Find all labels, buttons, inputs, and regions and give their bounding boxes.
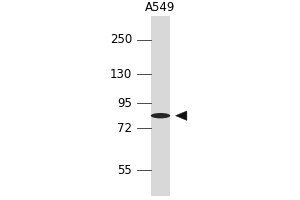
Text: 55: 55 (117, 164, 132, 177)
Bar (151, 16, 170, 196)
Ellipse shape (151, 113, 170, 118)
Text: 130: 130 (110, 68, 132, 81)
Text: 250: 250 (110, 33, 132, 46)
Text: A549: A549 (145, 1, 176, 14)
Text: 95: 95 (117, 97, 132, 110)
Polygon shape (176, 111, 187, 120)
Text: 72: 72 (117, 122, 132, 135)
